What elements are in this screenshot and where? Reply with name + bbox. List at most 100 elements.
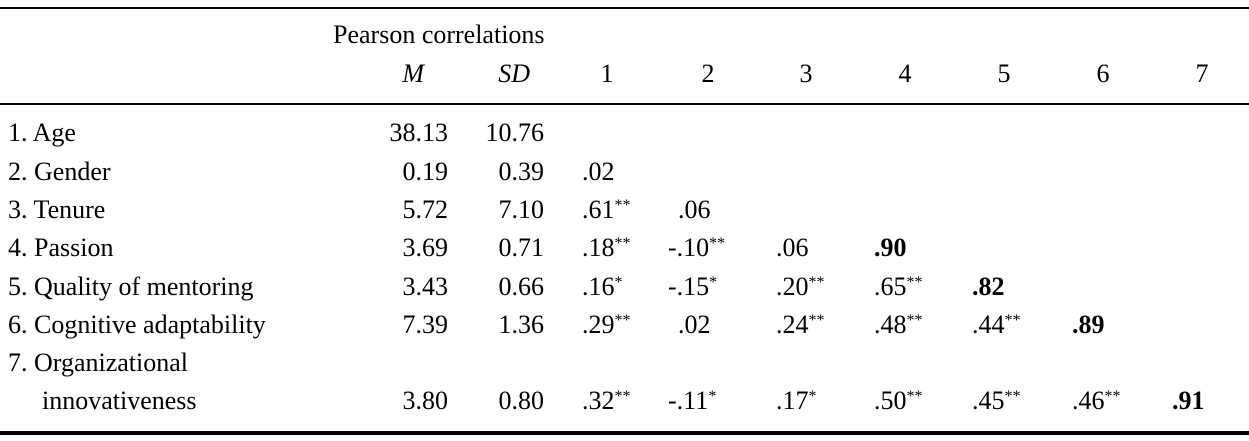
significance-marker: * bbox=[709, 274, 718, 291]
correlation-number: .89 bbox=[1072, 310, 1105, 339]
row-label: 2. Gender bbox=[8, 157, 111, 186]
correlation-number: .06 bbox=[678, 195, 711, 224]
sd-value: 7.10 bbox=[498, 195, 545, 224]
reliability-value: .91 bbox=[1172, 386, 1205, 416]
header-col-3: 3 bbox=[799, 59, 813, 88]
significance-marker: ** bbox=[614, 197, 631, 214]
correlation-number: .61 bbox=[582, 195, 615, 224]
row-label: 4. Passion bbox=[8, 233, 114, 262]
correlation-value: .29** bbox=[582, 310, 631, 340]
header-rule bbox=[0, 103, 1249, 105]
header-col-7: 7 bbox=[1195, 59, 1209, 88]
correlation-number: -.11 bbox=[668, 386, 709, 415]
bottom-rule bbox=[0, 431, 1249, 435]
row-label: 6. Cognitive adaptability bbox=[8, 310, 266, 339]
correlation-value: .18** bbox=[582, 233, 631, 263]
correlation-number: .48 bbox=[874, 310, 907, 339]
correlation-value: -.11* bbox=[668, 386, 716, 416]
group-header: Pearson correlations bbox=[333, 20, 545, 49]
header-m: M bbox=[402, 59, 424, 88]
mean-value: 38.13 bbox=[389, 118, 449, 147]
significance-marker: * bbox=[614, 274, 623, 291]
sd-value: 0.66 bbox=[498, 272, 545, 301]
header-col-4: 4 bbox=[898, 59, 912, 88]
reliability-value: .82 bbox=[972, 272, 1005, 302]
mean-value: 3.43 bbox=[402, 272, 449, 301]
correlation-value: .16* bbox=[582, 272, 623, 302]
header-col-6: 6 bbox=[1096, 59, 1110, 88]
significance-marker: ** bbox=[614, 312, 631, 329]
correlation-number: .44 bbox=[972, 310, 1005, 339]
significance-marker: ** bbox=[1004, 388, 1021, 405]
significance-marker: ** bbox=[1004, 312, 1021, 329]
correlation-value: .44** bbox=[972, 310, 1021, 340]
mean-value: 0.19 bbox=[402, 157, 449, 186]
correlation-number: .32 bbox=[582, 386, 615, 415]
correlation-number: .50 bbox=[874, 386, 907, 415]
correlation-number: .18 bbox=[582, 233, 615, 262]
correlation-number: .24 bbox=[776, 310, 809, 339]
significance-marker: ** bbox=[906, 274, 923, 291]
header-col-1: 1 bbox=[600, 59, 614, 88]
mean-value: 3.69 bbox=[402, 233, 449, 262]
significance-marker: * bbox=[708, 388, 717, 405]
correlation-number: .02 bbox=[582, 157, 615, 186]
correlation-value: .20** bbox=[776, 272, 825, 302]
reliability-value: .90 bbox=[874, 233, 907, 263]
mean-value: 3.80 bbox=[402, 386, 449, 415]
significance-marker: ** bbox=[906, 312, 923, 329]
correlation-value: .32** bbox=[582, 386, 631, 416]
reliability-value: .89 bbox=[1072, 310, 1105, 340]
sd-value: 0.71 bbox=[498, 233, 545, 262]
row-label-continued: innovativeness bbox=[42, 386, 197, 415]
header-col-5: 5 bbox=[997, 59, 1011, 88]
correlation-value: .02 bbox=[678, 310, 711, 340]
correlation-number: .20 bbox=[776, 272, 809, 301]
significance-marker: ** bbox=[1104, 388, 1121, 405]
correlation-value: .46** bbox=[1072, 386, 1121, 416]
correlation-number: .29 bbox=[582, 310, 615, 339]
correlation-value: .65** bbox=[874, 272, 923, 302]
correlation-number: -.10 bbox=[668, 233, 710, 262]
top-rule bbox=[0, 7, 1249, 9]
row-label: 1. Age bbox=[8, 118, 76, 147]
correlation-number: .45 bbox=[972, 386, 1005, 415]
significance-marker: ** bbox=[614, 388, 631, 405]
correlation-value: -.10** bbox=[668, 233, 725, 263]
correlation-value: .06 bbox=[776, 233, 809, 263]
correlation-number: .65 bbox=[874, 272, 907, 301]
correlation-number: -.15 bbox=[668, 272, 710, 301]
correlation-number: .06 bbox=[776, 233, 809, 262]
correlation-number: .17 bbox=[776, 386, 809, 415]
correlation-value: .50** bbox=[874, 386, 923, 416]
significance-marker: ** bbox=[906, 388, 923, 405]
significance-marker: * bbox=[808, 388, 817, 405]
mean-value: 7.39 bbox=[402, 310, 449, 339]
significance-marker: ** bbox=[709, 235, 726, 252]
correlation-value: .06 bbox=[678, 195, 711, 225]
correlation-value: .45** bbox=[972, 386, 1021, 416]
correlation-value: .17* bbox=[776, 386, 817, 416]
header-sd: SD bbox=[498, 59, 530, 88]
header-col-2: 2 bbox=[701, 59, 715, 88]
sd-value: 1.36 bbox=[498, 310, 545, 339]
correlation-value: .24** bbox=[776, 310, 825, 340]
significance-marker: ** bbox=[808, 274, 825, 291]
correlation-value: -.15* bbox=[668, 272, 717, 302]
correlation-number: .46 bbox=[1072, 386, 1105, 415]
correlation-number: .16 bbox=[582, 272, 615, 301]
significance-marker: ** bbox=[614, 235, 631, 252]
correlation-value: .48** bbox=[874, 310, 923, 340]
sd-value: 0.80 bbox=[498, 386, 545, 415]
row-label: 5. Quality of mentoring bbox=[8, 272, 254, 301]
correlation-number: .91 bbox=[1172, 386, 1205, 415]
row-label: 3. Tenure bbox=[8, 195, 106, 224]
row-label: 7. Organizational bbox=[8, 348, 189, 377]
sd-value: 10.76 bbox=[485, 118, 545, 147]
sd-value: 0.39 bbox=[498, 157, 545, 186]
correlation-value: .02 bbox=[582, 157, 615, 187]
mean-value: 5.72 bbox=[402, 195, 449, 224]
correlation-value: .61** bbox=[582, 195, 631, 225]
significance-marker: ** bbox=[808, 312, 825, 329]
correlation-number: .82 bbox=[972, 272, 1005, 301]
